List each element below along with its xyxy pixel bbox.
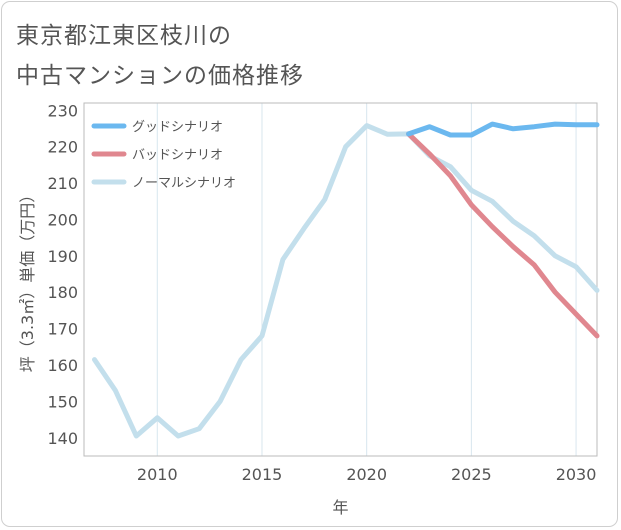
y-tick-label-200: 200 <box>47 210 78 229</box>
y-tick-label-190: 190 <box>47 247 78 266</box>
x-tick-label-2025: 2025 <box>451 465 492 484</box>
y-tick-label-160: 160 <box>47 356 78 375</box>
tick-labels: 2010 2015 2020 2025 2030 140 150 160 170 180 190 20… <box>47 101 596 484</box>
x-axis-label: 年 <box>332 498 348 517</box>
series-line-1 <box>406 131 600 339</box>
x-tick-label-2030: 2030 <box>556 465 597 484</box>
chart-title-line-1: 東京都江東区枝川の <box>16 23 232 49</box>
y-tick-label-230: 230 <box>47 101 78 120</box>
x-tick-label-2015: 2015 <box>242 465 283 484</box>
y-tick-label-220: 220 <box>47 138 78 157</box>
x-tick-label-2010: 2010 <box>137 465 178 484</box>
series-lines <box>92 121 600 439</box>
y-tick-label-170: 170 <box>47 320 78 339</box>
grid <box>156 103 577 456</box>
legend-label-1: バッドシナリオ <box>132 148 223 163</box>
plot-area-frame <box>83 102 598 457</box>
y-tick-label-180: 180 <box>47 283 78 302</box>
chart-title-line-2: 中古マンションの価格推移 <box>16 63 304 89</box>
x-tick-label-2020: 2020 <box>346 465 387 484</box>
legend-label-0: グッドシナリオ <box>132 120 223 135</box>
y-tick-label-150: 150 <box>47 392 78 411</box>
y-tick-label-140: 140 <box>47 429 78 448</box>
series-line-2 <box>92 123 600 439</box>
y-tick-label-210: 210 <box>47 174 78 193</box>
series-line-0 <box>406 121 600 138</box>
y-axis-label: 坪（3.3㎡）単価（万円） <box>18 187 37 372</box>
legend-label-2: ノーマルシナリオ <box>132 176 236 191</box>
